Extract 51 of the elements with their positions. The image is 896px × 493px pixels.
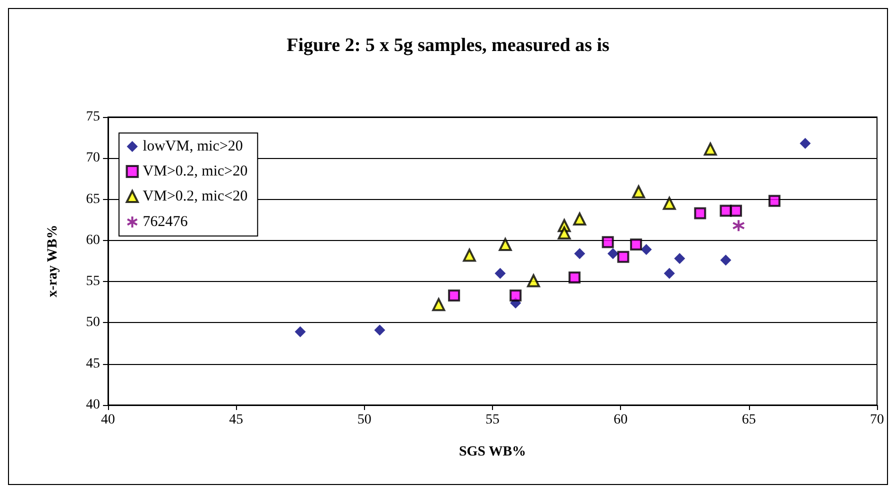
chart-title: Figure 2: 5 x 5g samples, measured as is: [286, 35, 610, 56]
point: [448, 290, 460, 302]
y-tick-label: 65: [86, 192, 100, 207]
point: [730, 204, 742, 217]
point: [527, 274, 540, 288]
point: [662, 196, 676, 210]
point: [374, 324, 386, 336]
y-tick-label: 40: [86, 398, 100, 412]
point: [664, 268, 675, 279]
x-tick-label: 50: [357, 412, 372, 428]
point: [462, 248, 476, 262]
point: [800, 138, 811, 149]
point: [568, 271, 581, 284]
legend-label: VM>0.2, mic>20: [142, 164, 248, 180]
point: [294, 326, 306, 338]
point: [607, 248, 618, 260]
point: [630, 238, 642, 251]
point: [510, 290, 522, 302]
point: [602, 236, 614, 248]
point: [558, 226, 571, 240]
y-tick-label: 70: [86, 150, 100, 166]
x-tick-label: 40: [101, 412, 115, 428]
x-tick-label: 45: [229, 412, 244, 428]
point: [694, 207, 706, 220]
point: [674, 253, 686, 264]
y-tick-label: 50: [86, 315, 100, 330]
x-tick-label: 65: [742, 412, 756, 428]
point: [617, 250, 630, 263]
point: [498, 238, 512, 252]
point: [494, 268, 506, 279]
x-tick-label: 55: [486, 412, 500, 428]
point: [574, 248, 586, 260]
legend-label: VM>0.2, mic<20: [142, 188, 248, 204]
point: [432, 298, 446, 312]
legend-label: lowVM, mic>20: [142, 138, 243, 154]
point: [632, 185, 646, 198]
legend-label: 762476: [142, 214, 188, 230]
point: [732, 219, 746, 232]
y-tick-label: 60: [86, 232, 100, 248]
y-axis-title: x-ray WB%: [46, 224, 60, 298]
x-axis-title: SGS WB%: [458, 444, 526, 460]
point: [768, 194, 780, 207]
point: [720, 254, 732, 266]
x-tick-label: 60: [614, 412, 628, 428]
point: [704, 142, 717, 156]
y-tick-label: 75: [86, 110, 100, 124]
x-tick-label: 70: [870, 412, 884, 428]
point: [640, 244, 652, 255]
y-tick-label: 55: [86, 274, 100, 290]
y-tick-label: 45: [86, 356, 100, 372]
point: [573, 212, 586, 226]
